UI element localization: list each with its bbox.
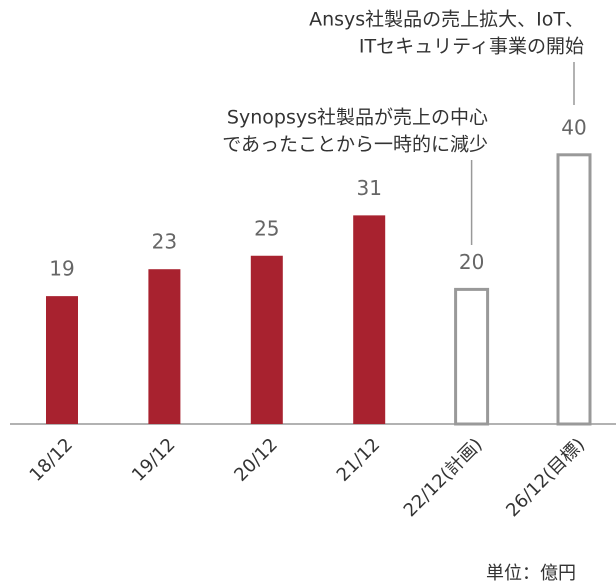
bar bbox=[46, 296, 78, 424]
x-tick-label: 26/12(目標) bbox=[502, 434, 589, 521]
data-label: 23 bbox=[152, 230, 177, 254]
x-tick-label: 21/12 bbox=[333, 434, 385, 486]
data-label: 31 bbox=[356, 176, 381, 200]
data-label: 20 bbox=[459, 250, 484, 274]
data-label: 25 bbox=[254, 216, 279, 240]
bar bbox=[250, 255, 283, 424]
x-tick-label: 20/12 bbox=[230, 434, 282, 486]
data-label: 19 bbox=[49, 257, 74, 281]
bar bbox=[454, 287, 490, 426]
x-tick-label: 18/12 bbox=[26, 434, 78, 486]
data-label: 40 bbox=[561, 115, 586, 139]
bar bbox=[148, 269, 181, 424]
bar bbox=[556, 153, 592, 426]
annotation: であったことから一時的に減少 bbox=[222, 134, 488, 156]
unit-label: 単位：億円 bbox=[486, 563, 576, 584]
x-tick-label: 19/12 bbox=[128, 434, 180, 486]
x-tick-label: 22/12(計画) bbox=[400, 434, 487, 521]
bar bbox=[353, 215, 386, 424]
annotation: Ansys社製品の売上拡大、IoT、 bbox=[309, 9, 584, 31]
annotation: ITセキュリティ事業の開始 bbox=[359, 36, 584, 58]
annotation: Synopsys社製品が売上の中心 bbox=[227, 107, 488, 129]
